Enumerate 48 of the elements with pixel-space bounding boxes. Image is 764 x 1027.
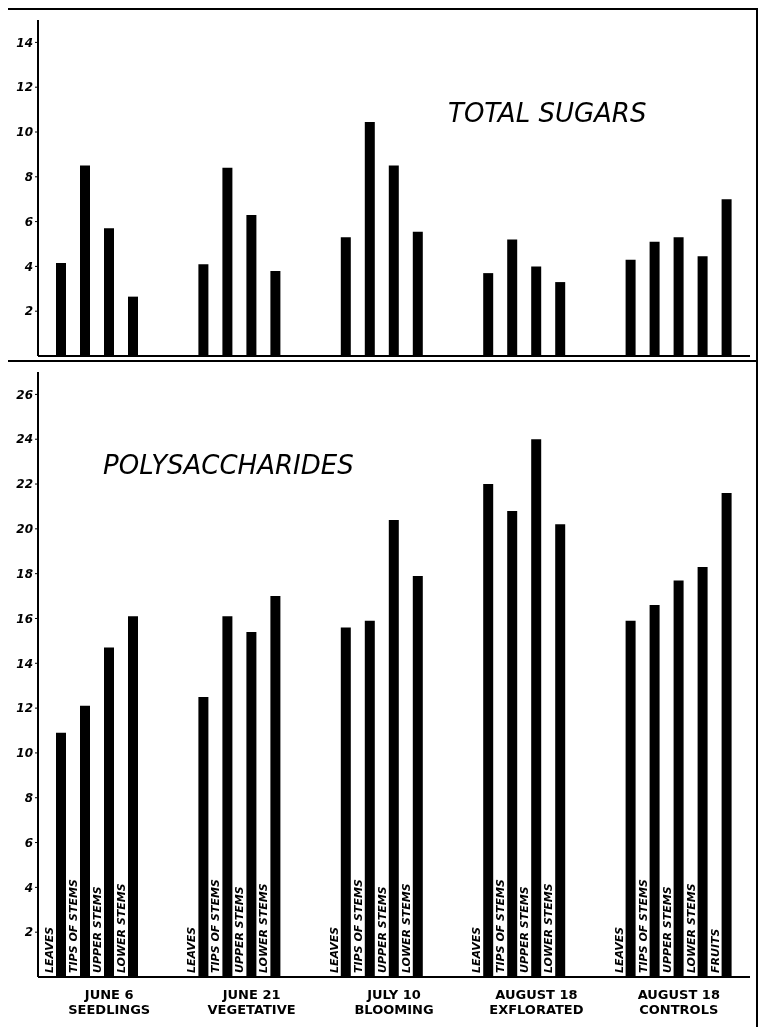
text: LOWER STEMS — [542, 883, 556, 973]
y-tick-label: 4 — [23, 259, 33, 274]
x-tick-label: JUNE 6 SEEDLINGS — [68, 987, 151, 1017]
y-tick-label: 2 — [24, 925, 33, 940]
text: UPPER STEMS — [233, 886, 247, 973]
y-tick-label: 6 — [24, 835, 33, 850]
text: UPPER STEMS — [660, 886, 674, 973]
x-tick-label: JULY 10 BLOOMING — [354, 987, 434, 1017]
y-tick-label: 12 — [16, 701, 33, 716]
text: LOWER STEMS — [115, 883, 128, 973]
text: LEAVES — [612, 926, 626, 973]
text: UPPER STEMS — [518, 886, 532, 973]
y-tick-label: 18 — [16, 566, 33, 581]
y-tick-label: 12 — [16, 80, 33, 95]
text: UPPER STEMS — [375, 886, 389, 973]
text: LEAVES — [185, 926, 199, 973]
y-tick-label: 24 — [16, 432, 33, 447]
y-tick-label: 14 — [16, 656, 33, 671]
y-tick-label: 8 — [24, 170, 33, 185]
text: TIPS OF STEMS — [209, 879, 223, 973]
y-tick-label: 6 — [24, 214, 33, 229]
text: LOWER STEMS — [257, 883, 271, 973]
x-tick-label: AUGUST 18 CONTROLS — [637, 987, 720, 1017]
text: TIPS OF STEMS — [636, 879, 650, 973]
y-tick-label: 20 — [16, 522, 33, 537]
y-tick-label: 26 — [16, 387, 33, 402]
y-tick-label: 16 — [16, 611, 33, 626]
text: POLYSACCHARIDES — [103, 450, 354, 480]
y-tick-label: 2 — [24, 304, 33, 319]
y-tick-label: 8 — [24, 791, 33, 805]
y-tick-label: 4 — [23, 880, 33, 895]
text: LOWER STEMS — [399, 883, 413, 973]
x-tick-label: AUGUST 18 EXFLORATED — [489, 987, 584, 1017]
text: LEAVES — [327, 926, 341, 973]
y-tick-label: 10 — [16, 125, 33, 140]
y-tick-label: 10 — [16, 746, 33, 761]
text: TIPS OF STEMS — [351, 879, 365, 973]
x-tick-label: JUNE 21 VEGETATIVE — [207, 987, 296, 1017]
text: FRUITS — [708, 928, 722, 973]
text: TIPS OF STEMS — [494, 879, 508, 973]
text: LEAVES — [470, 926, 484, 973]
text: TOTAL SUGARS — [448, 98, 647, 128]
text: TIPS OF STEMS — [67, 879, 80, 973]
text: LOWER STEMS — [684, 883, 698, 973]
y-tick-label: 14 — [16, 35, 33, 50]
text: LEAVES — [43, 926, 56, 973]
text: UPPER STEMS — [91, 886, 104, 973]
y-tick-label: 22 — [16, 477, 33, 492]
